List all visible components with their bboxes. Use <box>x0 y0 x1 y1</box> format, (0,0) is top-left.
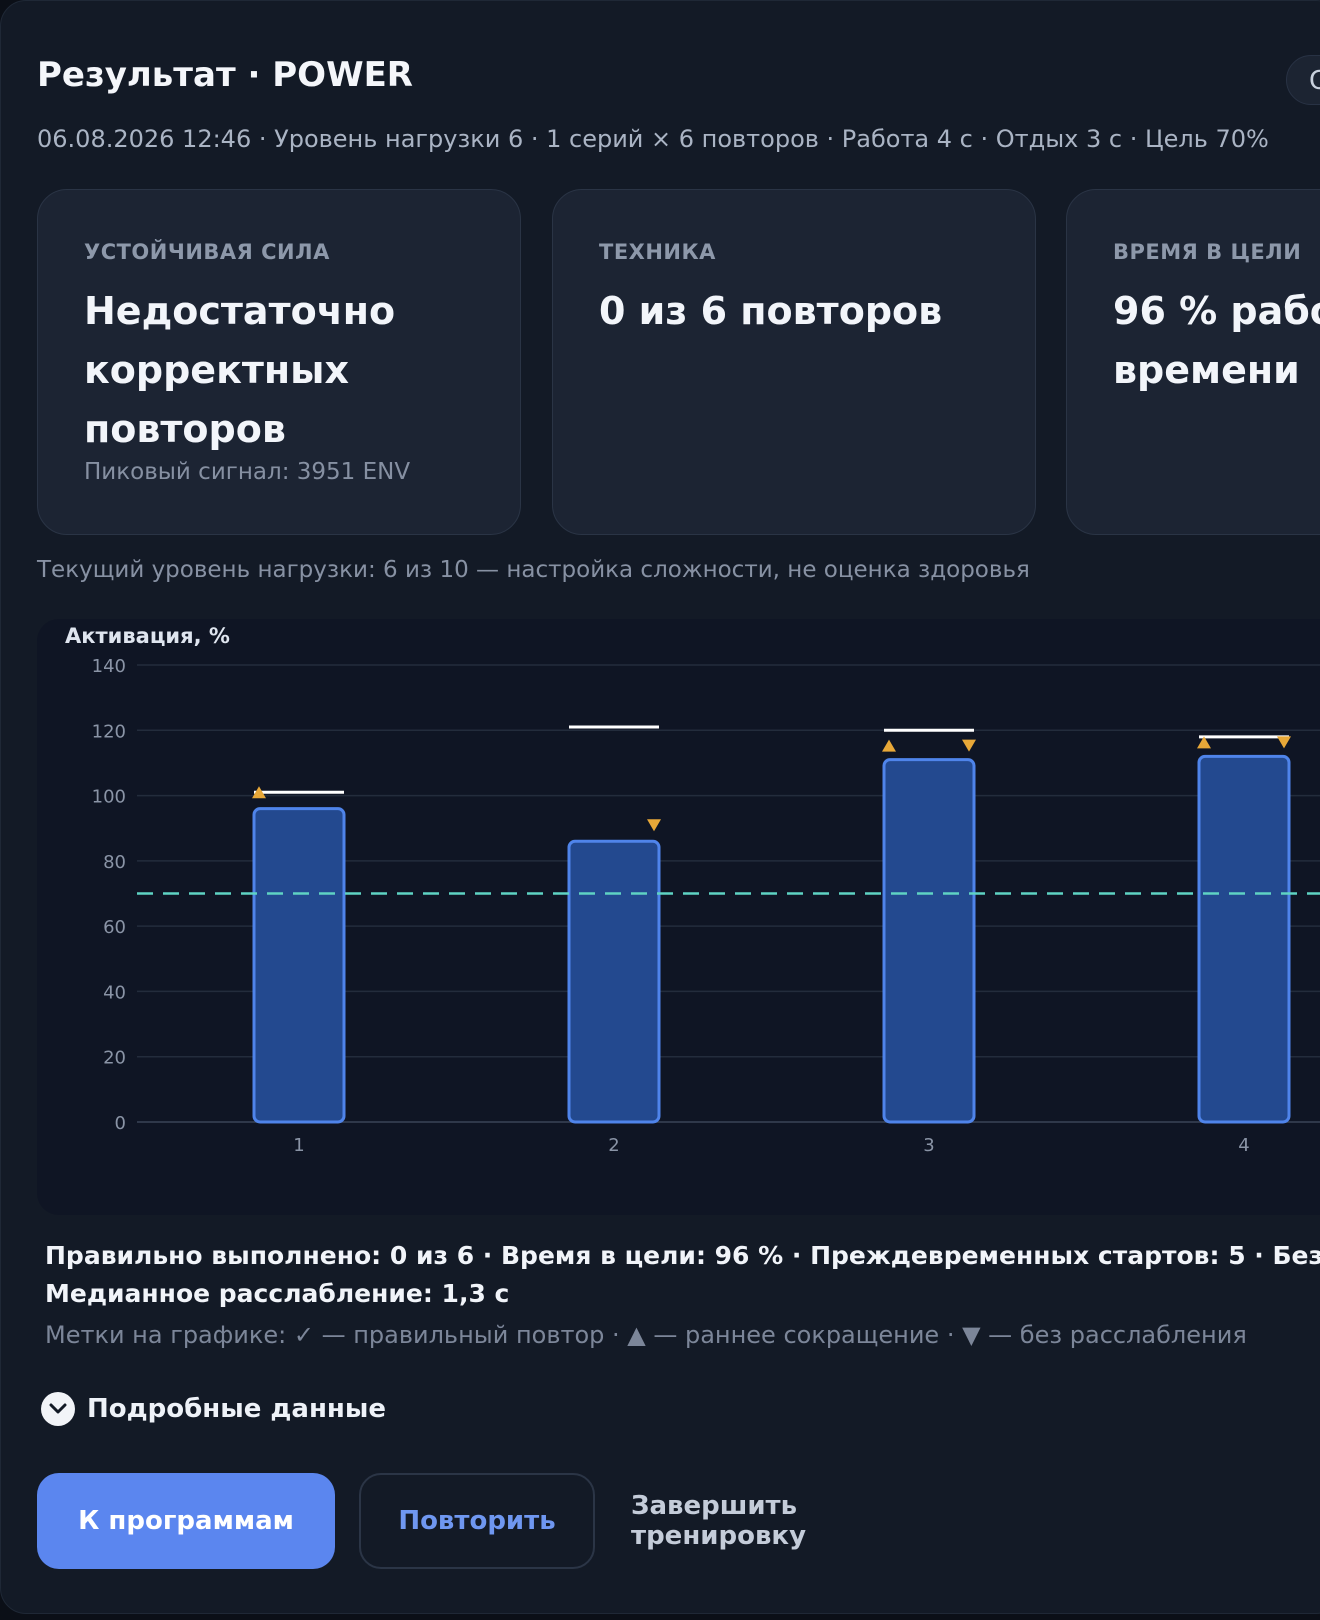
card-value: 0 из 6 повторов <box>599 282 991 341</box>
card-value-line: 0 из 6 повторов <box>599 289 943 333</box>
card-subtext: Пиковый сигнал: 3951 ENV <box>84 459 411 485</box>
early-start-marker <box>252 786 266 799</box>
early-start-marker <box>1197 736 1211 749</box>
bar <box>567 839 661 1124</box>
no-relax-marker <box>962 739 976 752</box>
chart-legend-note: Метки на графике: ✓ — правильный повтор … <box>45 1321 1247 1349</box>
y-tick-label: 80 <box>103 852 126 873</box>
card-label: УСТОЙЧИВАЯ СИЛА <box>84 240 330 264</box>
activation-chart: Активация, % 0 20 40 60 80 100 120 140 1 2 3 4 <box>37 619 1320 1215</box>
stats-summary-line: Правильно выполнено: 0 из 6 · Время в це… <box>45 1241 1320 1270</box>
card-value-line: 96 % рабочего <box>1113 289 1320 333</box>
y-tick-label: 0 <box>115 1113 126 1134</box>
card-value: Недостаточно корректных повторов <box>84 282 476 459</box>
no-relax-marker <box>647 819 661 832</box>
no-relax-marker <box>1277 736 1291 749</box>
y-tick-label: 120 <box>92 721 126 742</box>
y-tick-label: 60 <box>103 917 126 938</box>
bar <box>882 758 976 1124</box>
card-value-line: времени <box>1113 348 1300 392</box>
card-technique: ТЕХНИКА 0 из 6 повторов <box>552 189 1036 535</box>
y-tick-label: 20 <box>103 1048 126 1069</box>
activation-chart-svg: Активация, % 0 20 40 60 80 100 120 140 1 2 3 4 <box>65 624 1320 1156</box>
to-programs-button[interactable]: К программам <box>37 1473 335 1569</box>
card-value-line: корректных <box>84 348 350 392</box>
y-tick-label: 100 <box>92 787 126 808</box>
card-value: 96 % рабочего времени <box>1113 282 1320 400</box>
card-value-line: Недостаточно <box>84 289 396 333</box>
early-start-marker <box>882 739 896 752</box>
y-tick-label: 140 <box>92 656 126 677</box>
chevron-down-icon <box>41 1392 75 1426</box>
finish-workout-button[interactable]: Завершить тренировку <box>631 1491 807 1551</box>
card-value-line: повторов <box>84 407 286 451</box>
bar <box>1197 754 1291 1124</box>
x-tick-label: 3 <box>923 1135 934 1156</box>
top-right-button[interactable]: С <box>1286 55 1320 105</box>
stats-median-relax: Медианное расслабление: 1,3 с <box>45 1279 510 1308</box>
details-toggle[interactable]: Подробные данные <box>41 1391 386 1427</box>
load-level-note: Текущий уровень нагрузки: 6 из 10 — наст… <box>37 557 1030 583</box>
bar <box>252 807 346 1124</box>
repeat-button[interactable]: Повторить <box>359 1473 595 1569</box>
y-tick-label: 40 <box>103 982 126 1003</box>
session-summary: 06.08.2026 12:46 · Уровень нагрузки 6 · … <box>37 125 1269 153</box>
x-tick-label: 1 <box>293 1135 304 1156</box>
details-label: Подробные данные <box>87 1394 387 1424</box>
page-title: Результат · POWER <box>37 55 413 95</box>
card-time-in-target: ВРЕМЯ В ЦЕЛИ 96 % рабочего времени <box>1066 189 1320 535</box>
card-sustained-strength: УСТОЙЧИВАЯ СИЛА Недостаточно корректных … <box>37 189 521 535</box>
card-label: ВРЕМЯ В ЦЕЛИ <box>1113 240 1302 264</box>
x-tick-label: 2 <box>608 1135 619 1156</box>
card-label: ТЕХНИКА <box>599 240 716 264</box>
x-tick-label: 4 <box>1238 1135 1249 1156</box>
chart-title: Активация, % <box>65 624 230 648</box>
